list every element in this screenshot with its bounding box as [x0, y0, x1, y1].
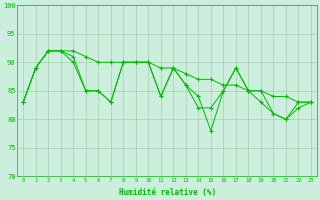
- X-axis label: Humidité relative (%): Humidité relative (%): [118, 188, 216, 197]
